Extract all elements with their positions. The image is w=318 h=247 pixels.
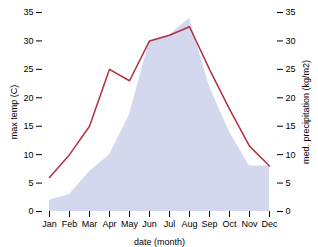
svg-text:Mar: Mar bbox=[82, 219, 98, 229]
svg-text:0: 0 bbox=[286, 206, 291, 216]
svg-text:Feb: Feb bbox=[62, 219, 78, 229]
svg-text:10: 10 bbox=[286, 150, 296, 160]
svg-text:Jan: Jan bbox=[42, 219, 57, 229]
svg-text:Jul: Jul bbox=[164, 219, 176, 229]
svg-text:Nov: Nov bbox=[241, 219, 258, 229]
svg-text:Jun: Jun bbox=[142, 219, 157, 229]
svg-text:date (month): date (month) bbox=[134, 237, 185, 247]
svg-text:Dec: Dec bbox=[261, 219, 278, 229]
svg-text:Apr: Apr bbox=[102, 219, 116, 229]
svg-text:May: May bbox=[121, 219, 139, 229]
svg-text:35: 35 bbox=[286, 7, 296, 17]
svg-text:5: 5 bbox=[28, 178, 33, 188]
svg-text:20: 20 bbox=[286, 93, 296, 103]
svg-text:Oct: Oct bbox=[222, 219, 237, 229]
svg-text:20: 20 bbox=[23, 93, 33, 103]
svg-text:25: 25 bbox=[286, 64, 296, 74]
svg-text:med. precipitation (kg/m2): med. precipitation (kg/m2) bbox=[301, 60, 311, 164]
svg-text:max temp (C): max temp (C) bbox=[9, 85, 19, 140]
svg-text:15: 15 bbox=[23, 121, 33, 131]
svg-text:30: 30 bbox=[23, 36, 33, 46]
svg-text:0: 0 bbox=[28, 206, 33, 216]
svg-text:5: 5 bbox=[286, 178, 291, 188]
svg-text:Aug: Aug bbox=[181, 219, 197, 229]
svg-text:25: 25 bbox=[23, 64, 33, 74]
svg-text:35: 35 bbox=[23, 7, 33, 17]
svg-text:Sep: Sep bbox=[201, 219, 217, 229]
svg-text:30: 30 bbox=[286, 36, 296, 46]
svg-text:10: 10 bbox=[23, 150, 33, 160]
svg-text:15: 15 bbox=[286, 121, 296, 131]
